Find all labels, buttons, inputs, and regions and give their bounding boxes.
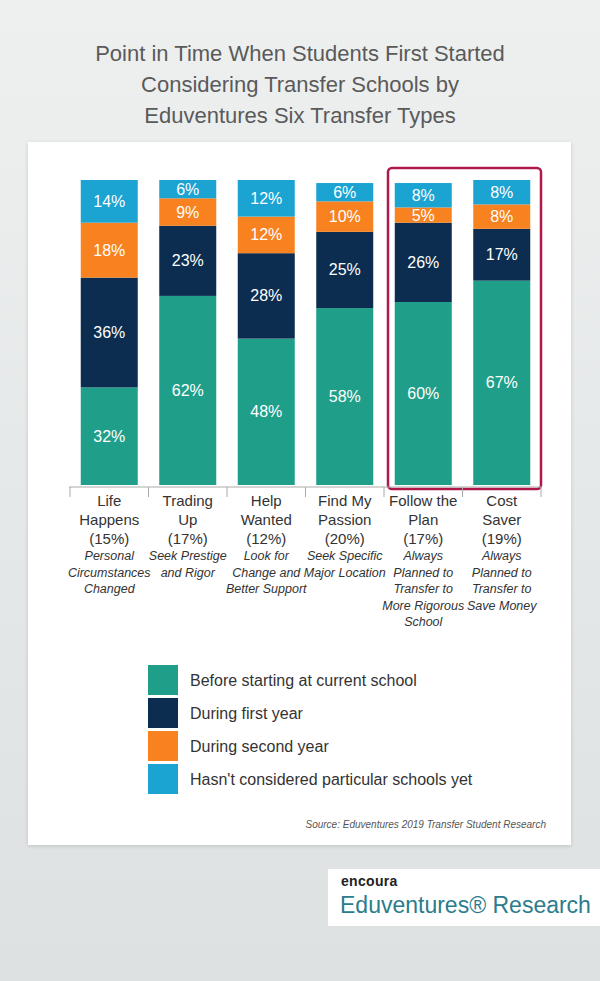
legend-label: During first year bbox=[190, 705, 304, 722]
category-description: Look for Change and Better Support bbox=[222, 548, 310, 598]
data-label: 25% bbox=[329, 261, 361, 278]
data-label: 5% bbox=[412, 207, 435, 224]
logo-text: Eduventures® Research bbox=[340, 892, 591, 919]
legend-swatch bbox=[148, 764, 178, 794]
legend-swatch bbox=[148, 698, 178, 728]
bar-segment bbox=[395, 302, 452, 485]
data-label: 18% bbox=[93, 242, 125, 259]
x-tick-label: Cost Saver(19%) bbox=[462, 491, 542, 548]
bar-segment bbox=[316, 308, 373, 485]
category-share: (19%) bbox=[462, 529, 542, 548]
category-separator bbox=[541, 487, 542, 497]
x-tick-label: Help Wanted(12%) bbox=[226, 491, 306, 548]
bar-segment bbox=[159, 180, 216, 198]
category-description: Always Planned to Transfer to More Rigor… bbox=[379, 548, 467, 631]
legend-label: Hasn't considered particular schools yet bbox=[190, 771, 473, 788]
data-label: 12% bbox=[250, 190, 282, 207]
chart-svg: 32% 36% 18% 14% 62% 23% 9% 6% 48% 28% 12% 12% 58% 25%… bbox=[0, 0, 600, 981]
category-share: (17%) bbox=[383, 529, 463, 548]
data-label: 12% bbox=[250, 226, 282, 243]
data-label: 58% bbox=[329, 388, 361, 405]
legend-swatch bbox=[148, 731, 178, 761]
data-label: 28% bbox=[250, 287, 282, 304]
category-share: (20%) bbox=[305, 529, 385, 548]
x-tick-label: Life Happens(15%) bbox=[69, 491, 149, 548]
bar-segment bbox=[159, 226, 216, 296]
bar-segment bbox=[238, 339, 295, 485]
bar-segment bbox=[473, 229, 530, 281]
bar-segment bbox=[159, 296, 216, 485]
page: Point in Time When Students First Starte… bbox=[0, 0, 600, 981]
bar-segment bbox=[473, 281, 530, 485]
title: Point in Time When Students First Starte… bbox=[85, 38, 515, 131]
legend-label: During second year bbox=[190, 738, 329, 755]
category-separator bbox=[148, 487, 149, 497]
logo-brand: encoura bbox=[341, 873, 398, 889]
data-label: 62% bbox=[172, 382, 204, 399]
bar-segment bbox=[473, 204, 530, 228]
data-label: 60% bbox=[407, 385, 439, 402]
data-label: 26% bbox=[407, 254, 439, 271]
category-share: (17%) bbox=[148, 529, 228, 548]
category-separator bbox=[462, 487, 463, 497]
category-description: Seek Prestige and Rigor bbox=[144, 548, 232, 581]
legend-swatch bbox=[148, 665, 178, 695]
category-name: Cost Saver bbox=[467, 491, 537, 529]
bar-segment bbox=[395, 207, 452, 222]
category-separator bbox=[70, 487, 71, 497]
bar-segment bbox=[81, 278, 138, 388]
category-description: Always Planned to Transfer to Save Money bbox=[458, 548, 546, 614]
category-name: Find My Passion bbox=[310, 491, 380, 529]
data-label: 23% bbox=[172, 252, 204, 269]
category-description: Personal Circumstances Changed bbox=[65, 548, 153, 598]
data-label: 10% bbox=[329, 208, 361, 225]
bar-segment bbox=[81, 180, 138, 223]
x-tick-label: Follow the Plan(17%) bbox=[383, 491, 463, 548]
data-label: 8% bbox=[490, 184, 513, 201]
bar-segment bbox=[159, 198, 216, 225]
source: Source: Eduventures 2019 Transfer Studen… bbox=[305, 819, 546, 830]
category-name: Follow the Plan bbox=[388, 491, 458, 529]
bar-segment bbox=[395, 183, 452, 207]
category-separator bbox=[384, 487, 385, 497]
data-label: 6% bbox=[333, 184, 356, 201]
category-name: Life Happens bbox=[74, 491, 144, 529]
data-label: 8% bbox=[412, 187, 435, 204]
category-name: Help Wanted bbox=[231, 491, 301, 529]
data-label: 9% bbox=[176, 204, 199, 221]
data-label: 36% bbox=[93, 324, 125, 341]
data-label: 67% bbox=[486, 374, 518, 391]
category-share: (12%) bbox=[226, 529, 306, 548]
data-label: 8% bbox=[490, 208, 513, 225]
bar-segment bbox=[238, 253, 295, 338]
data-label: 14% bbox=[93, 193, 125, 210]
category-name: Trading Up bbox=[153, 491, 223, 529]
bars bbox=[81, 180, 531, 485]
data-label: 48% bbox=[250, 403, 282, 420]
highlight-box bbox=[388, 168, 541, 489]
bar-segment bbox=[316, 201, 373, 232]
category-share: (15%) bbox=[69, 529, 149, 548]
data-labels: 32% 36% 18% 14% 62% 23% 9% 6% 48% 28% 12% 12% 58% 25%… bbox=[93, 181, 518, 445]
x-tick-label: Find My Passion(20%) bbox=[305, 491, 385, 548]
data-label: 17% bbox=[486, 246, 518, 263]
data-label: 6% bbox=[176, 181, 199, 198]
category-description: Seek Specific Major Location bbox=[301, 548, 389, 581]
category-separator bbox=[227, 487, 228, 497]
data-label: 32% bbox=[93, 428, 125, 445]
category-separator bbox=[305, 487, 306, 497]
bar-segment bbox=[81, 223, 138, 278]
bar-segment bbox=[316, 232, 373, 308]
bar-segment bbox=[395, 223, 452, 302]
bar-segment bbox=[473, 180, 530, 204]
bar-segment bbox=[238, 180, 295, 217]
bar-segment bbox=[316, 183, 373, 201]
x-tick-label: Trading Up(17%) bbox=[148, 491, 228, 548]
legend-label: Before starting at current school bbox=[190, 672, 417, 689]
bar-segment bbox=[238, 217, 295, 254]
bar-segment bbox=[81, 387, 138, 485]
